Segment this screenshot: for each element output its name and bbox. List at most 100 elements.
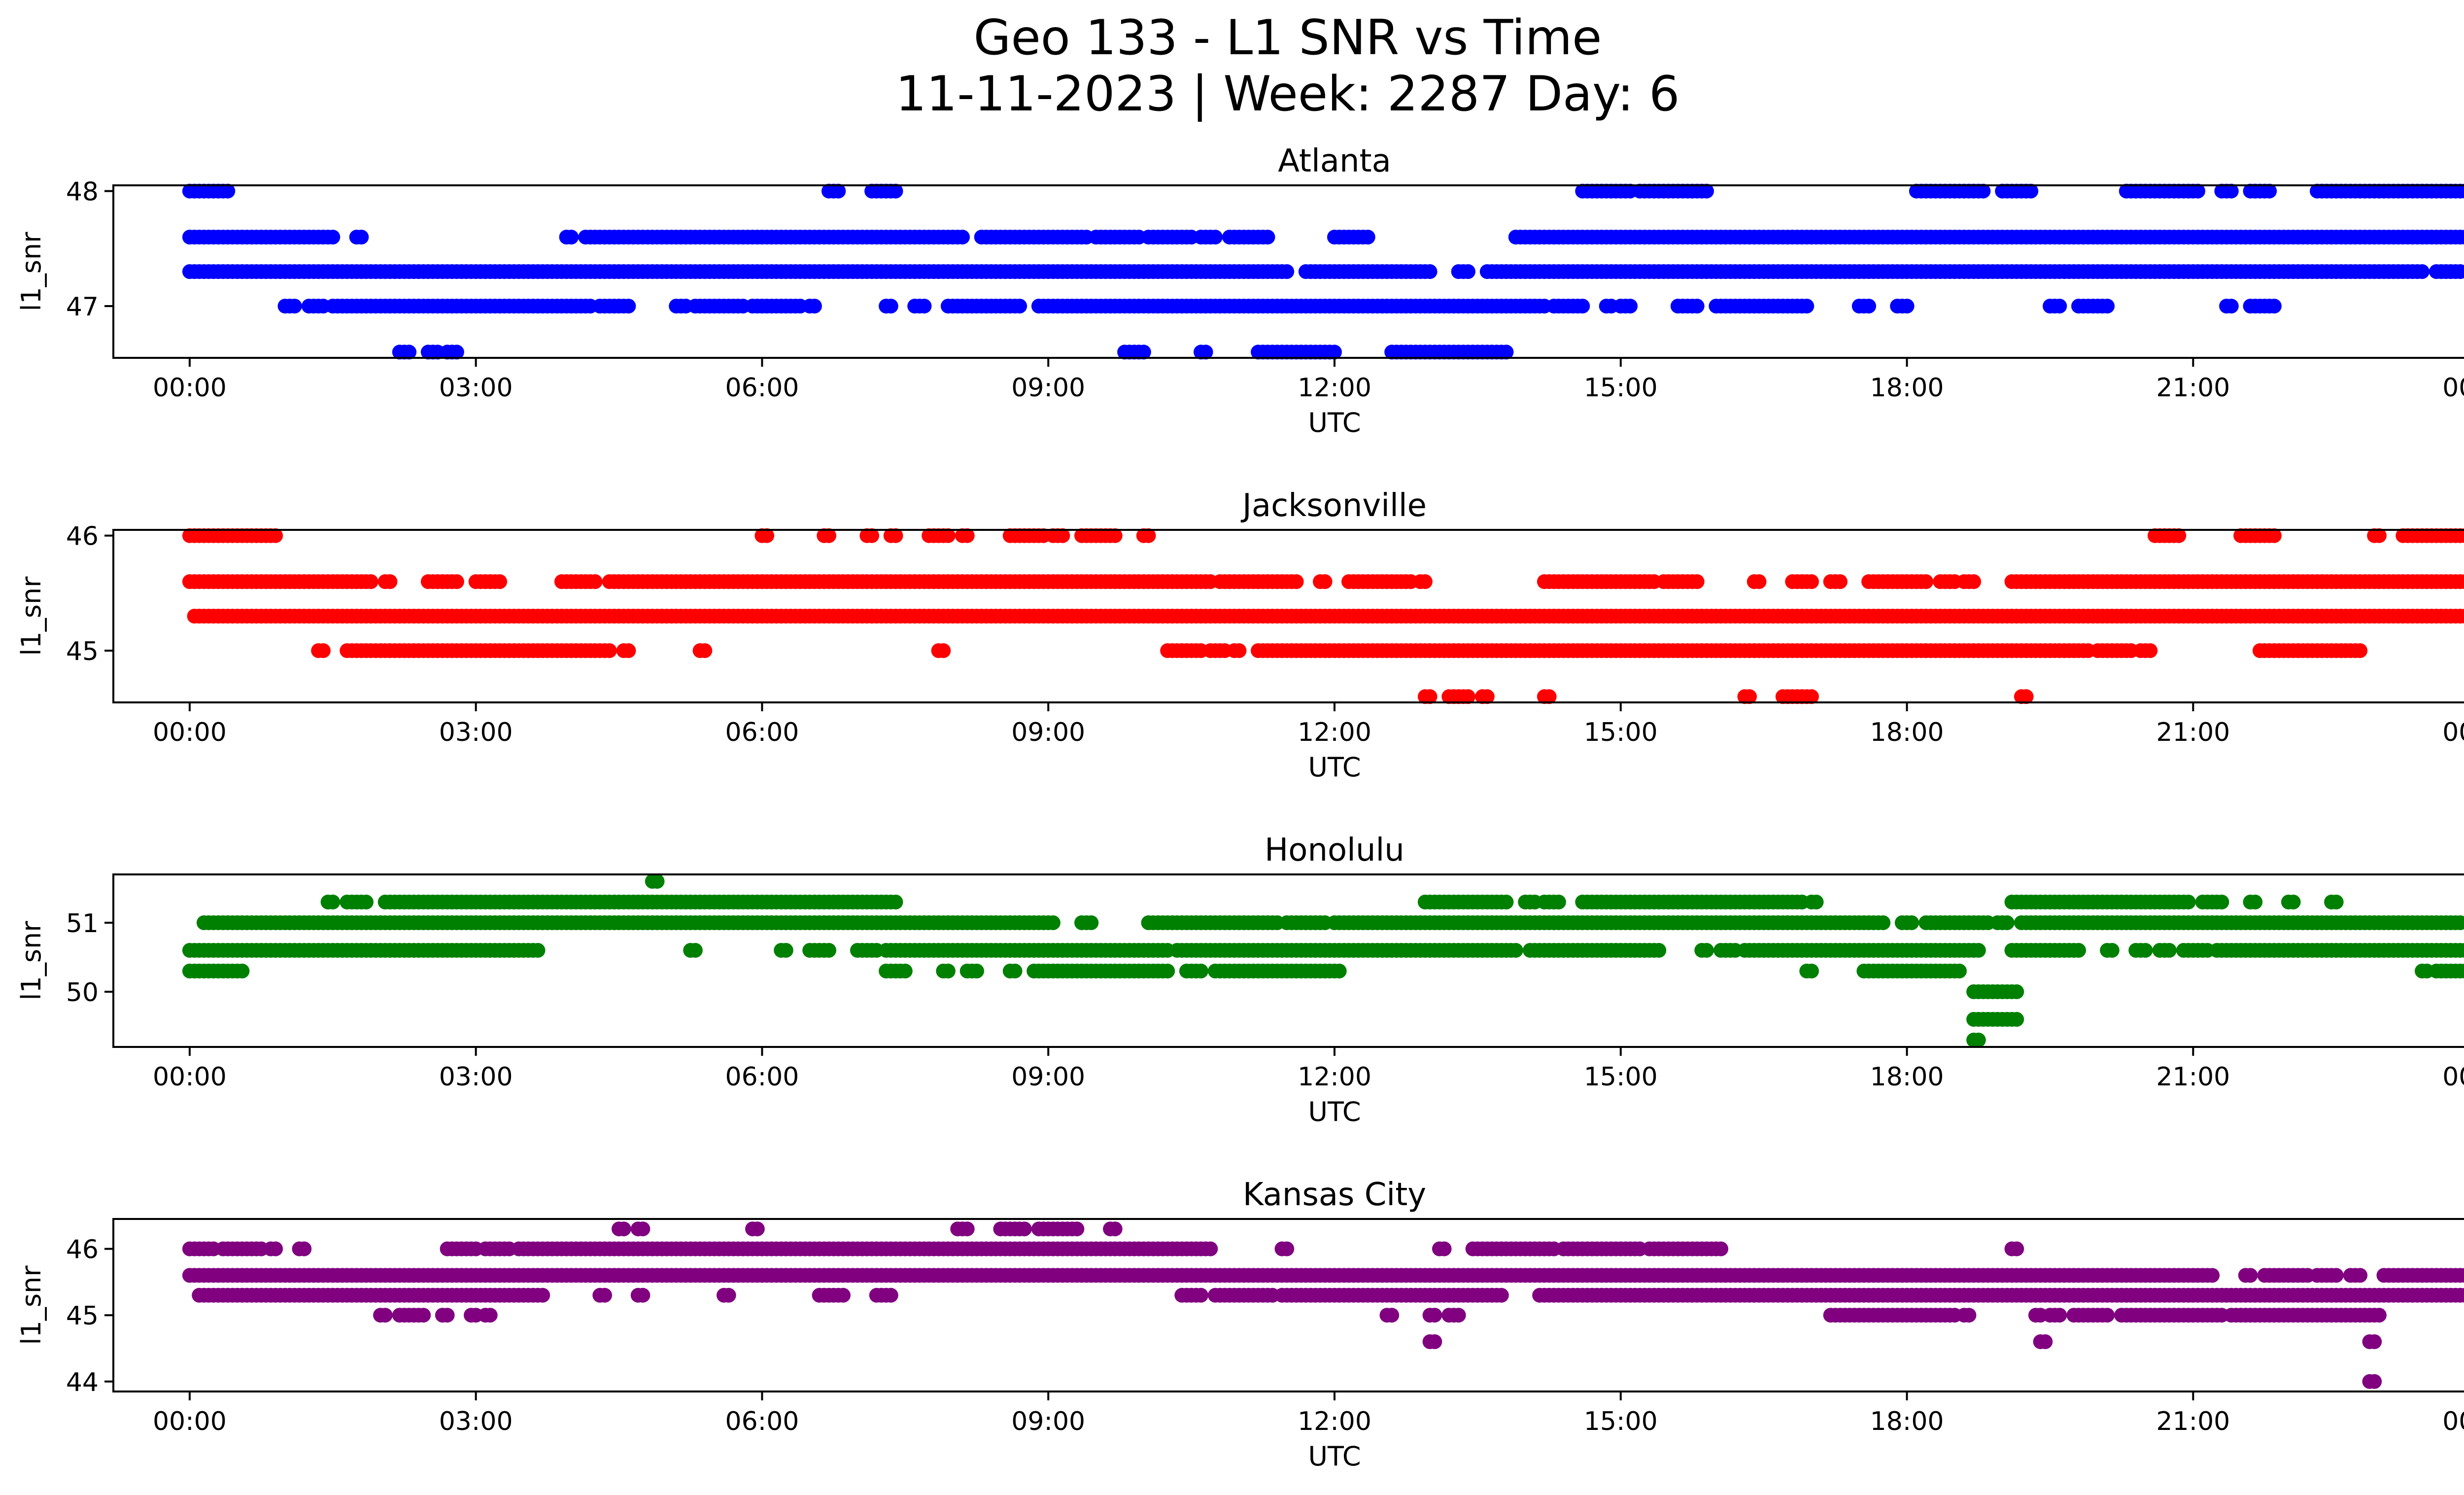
- data-point: [2205, 1268, 2220, 1283]
- data-point: [2262, 183, 2277, 199]
- data-point: [287, 299, 302, 313]
- data-point: [1623, 299, 1638, 313]
- x-tick-label: 21:00: [2156, 718, 2230, 747]
- data-point: [2462, 577, 2464, 587]
- y-tick-label: 46: [66, 522, 99, 552]
- data-point: [807, 299, 822, 313]
- subplot-title: Atlanta: [1278, 143, 1391, 179]
- data-point: [1971, 1033, 1986, 1047]
- data-point: [650, 874, 665, 889]
- data-point: [1699, 943, 1714, 958]
- x-axis-label: UTC: [1308, 1096, 1361, 1127]
- data-point: [2328, 1268, 2344, 1283]
- data-point: [564, 230, 579, 244]
- data-point: [1904, 915, 1919, 930]
- data-point: [1107, 528, 1123, 543]
- data-point: [1971, 943, 1986, 958]
- data-point: [2453, 264, 2464, 279]
- data-point: [2328, 895, 2344, 909]
- data-point: [2143, 643, 2158, 658]
- scatter-series: [182, 528, 2464, 704]
- data-point: [587, 574, 603, 589]
- data-point: [1384, 1308, 1400, 1323]
- data-point: [363, 574, 378, 589]
- data-point: [235, 964, 250, 978]
- y-tick-label: 45: [66, 637, 99, 666]
- data-point: [940, 964, 956, 978]
- data-point: [750, 1221, 765, 1237]
- x-tick-label: 03:00: [439, 1062, 513, 1092]
- data-point: [2181, 895, 2196, 909]
- data-point: [1713, 1241, 1729, 1256]
- data-point: [2458, 230, 2464, 244]
- x-tick-label: 18:00: [1870, 718, 1944, 747]
- data-point: [959, 528, 975, 543]
- data-point: [635, 1287, 650, 1303]
- x-tick-label: 03:00: [439, 718, 513, 747]
- data-point: [1317, 574, 1333, 589]
- data-point: [535, 1287, 550, 1303]
- scatter-series: [182, 1221, 2464, 1389]
- data-point: [1055, 528, 1070, 543]
- data-point: [959, 1221, 975, 1237]
- data-point: [416, 1308, 431, 1323]
- x-tick-label: 21:00: [2156, 373, 2230, 403]
- data-point: [1804, 574, 1819, 589]
- data-point: [697, 643, 713, 658]
- data-point: [917, 299, 932, 313]
- data-point: [1360, 230, 1375, 244]
- x-tick-label: 00:00: [2442, 1062, 2464, 1092]
- figure-title: Geo 133 - L1 SNR vs Time: [973, 10, 1602, 66]
- data-point: [1833, 574, 1848, 589]
- data-point: [2266, 299, 2282, 313]
- data-point: [1461, 264, 1475, 279]
- data-point: [2224, 299, 2239, 313]
- data-point: [1799, 299, 1814, 313]
- x-tick-label: 00:00: [153, 718, 227, 747]
- x-tick-label: 06:00: [725, 1062, 799, 1092]
- x-tick-label: 06:00: [725, 718, 799, 747]
- data-point: [268, 1241, 283, 1256]
- scatter-series: [182, 874, 2464, 1047]
- data-point: [359, 895, 374, 909]
- data-point: [2171, 528, 2187, 543]
- data-point: [1136, 345, 1151, 360]
- x-tick-label: 15:00: [1584, 373, 1658, 403]
- data-point: [1417, 574, 1433, 589]
- data-point: [1508, 943, 1523, 958]
- data-point: [821, 528, 836, 543]
- data-point: [1499, 895, 1514, 909]
- x-tick-label: 12:00: [1298, 718, 1371, 747]
- data-point: [377, 1308, 393, 1323]
- data-point: [297, 1241, 312, 1256]
- data-point: [2286, 895, 2301, 909]
- data-point: [1279, 264, 1295, 279]
- x-tick-label: 06:00: [725, 373, 799, 403]
- data-point: [883, 1287, 898, 1303]
- data-point: [1575, 299, 1590, 313]
- data-point: [1999, 915, 2015, 930]
- x-tick-label: 00:00: [2442, 718, 2464, 747]
- data-point: [2353, 1268, 2368, 1283]
- data-point: [1422, 264, 1437, 279]
- data-point: [831, 183, 846, 199]
- y-axis-label: l1_snr: [16, 232, 47, 312]
- data-point: [1017, 1221, 1032, 1237]
- data-point: [1861, 299, 1877, 313]
- data-point: [1876, 915, 1891, 930]
- data-point: [1804, 964, 1819, 978]
- x-tick-label: 21:00: [2156, 1062, 2230, 1092]
- data-point: [969, 964, 984, 978]
- subplot-title: Jacksonville: [1240, 487, 1427, 524]
- data-point: [2161, 943, 2177, 958]
- data-point: [1651, 943, 1667, 958]
- subplot-title: Kansas City: [1243, 1177, 1426, 1213]
- data-point: [888, 528, 903, 543]
- data-point: [402, 345, 417, 360]
- data-point: [1976, 183, 1991, 199]
- data-point: [2023, 183, 2039, 199]
